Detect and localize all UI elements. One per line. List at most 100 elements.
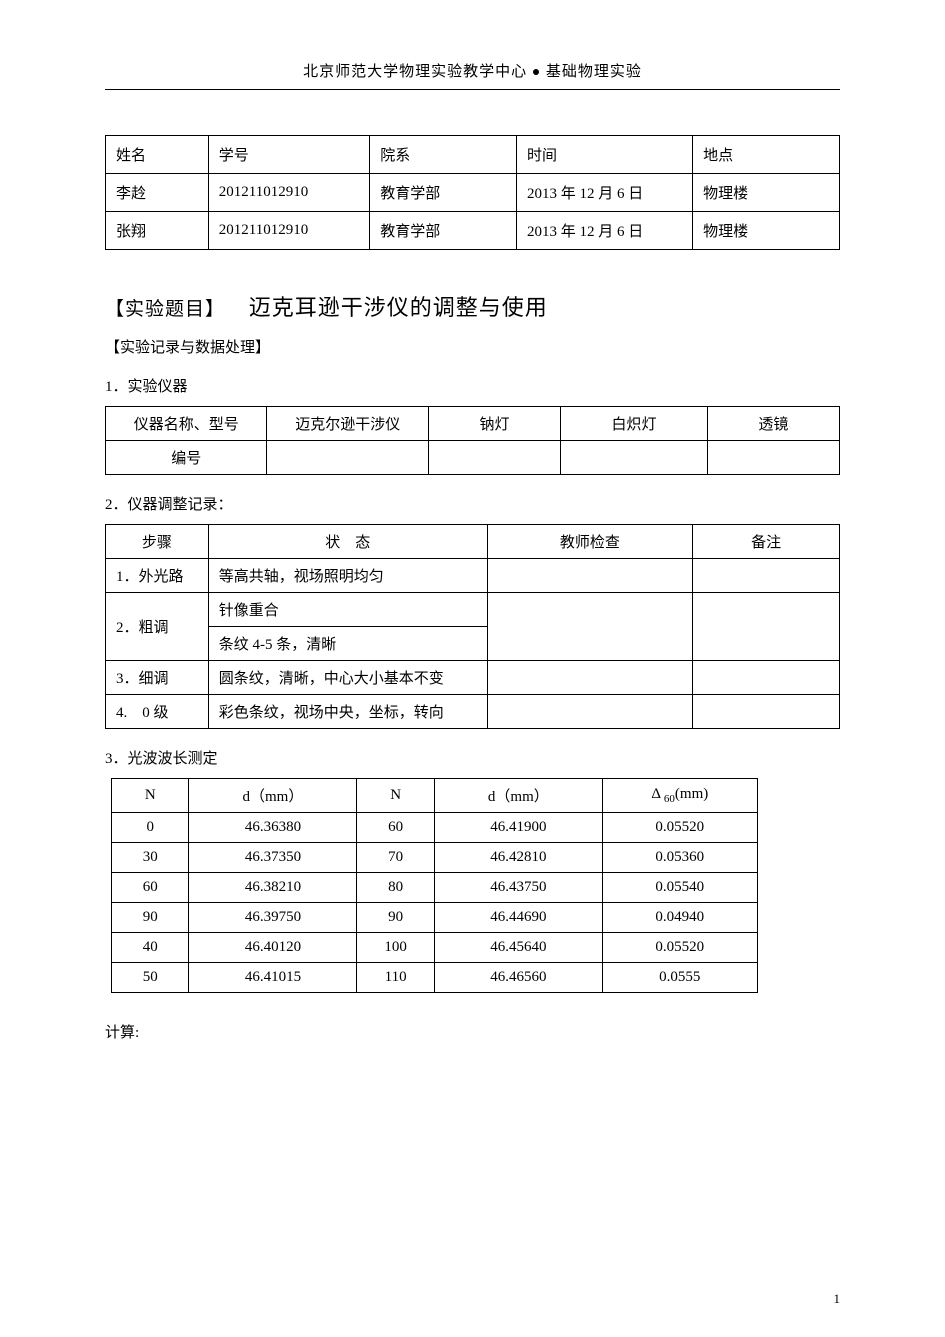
cell: 201211012910 <box>208 212 369 250</box>
cell: 30 <box>112 843 189 873</box>
check-cell <box>487 695 693 729</box>
note-cell <box>693 593 840 661</box>
cell: 0.04940 <box>602 903 757 933</box>
calc-label: 计算: <box>105 1021 840 1042</box>
experiment-title-label: 【实验题目】 <box>105 299 225 320</box>
step-cell: 4. 0 级 <box>106 695 209 729</box>
section-1-label: 1．实验仪器 <box>105 375 840 396</box>
col-header: Δ 60(mm) <box>602 779 757 813</box>
cell: 0 <box>112 813 189 843</box>
col-header: 姓名 <box>106 136 209 174</box>
cell: 50 <box>112 963 189 993</box>
cell: 80 <box>357 873 434 903</box>
table-row: 0 46.36380 60 46.41900 0.05520 <box>112 813 758 843</box>
table-row: 1．外光路 等高共轴，视场照明均匀 <box>106 559 840 593</box>
table-row: 张翔 201211012910 教育学部 2013 年 12 月 6 日 物理楼 <box>106 212 840 250</box>
cell: 0.05540 <box>602 873 757 903</box>
instrument-table: 仪器名称、型号 迈克尔逊干涉仪 钠灯 白炽灯 透镜 编号 <box>105 406 840 475</box>
col-header: 仪器名称、型号 <box>106 407 267 441</box>
table-row: 仪器名称、型号 迈克尔逊干涉仪 钠灯 白炽灯 透镜 <box>106 407 840 441</box>
note-cell <box>693 695 840 729</box>
cell <box>707 441 839 475</box>
col-header: N <box>112 779 189 813</box>
state-cell: 等高共轴，视场照明均匀 <box>208 559 487 593</box>
cell: 物理楼 <box>693 174 840 212</box>
cell: 110 <box>357 963 434 993</box>
cell: 70 <box>357 843 434 873</box>
page: 北京师范大学物理实验教学中心 ● 基础物理实验 姓名 学号 院系 时间 地点 李… <box>0 0 945 1337</box>
cell: 0.05520 <box>602 813 757 843</box>
step-cell: 3．细调 <box>106 661 209 695</box>
col-header: 迈克尔逊干涉仪 <box>267 407 428 441</box>
experiment-title: 迈克耳逊干涉仪的调整与使用 <box>249 295 548 320</box>
cell: 0.0555 <box>602 963 757 993</box>
table-row: 3．细调 圆条纹，清晰，中心大小基本不变 <box>106 661 840 695</box>
note-cell <box>693 559 840 593</box>
col-header: 教师检查 <box>487 525 693 559</box>
col-header: 学号 <box>208 136 369 174</box>
table-row: 编号 <box>106 441 840 475</box>
col-header: 白炽灯 <box>561 407 708 441</box>
table-row: 40 46.40120 100 46.45640 0.05520 <box>112 933 758 963</box>
table-row: 50 46.41015 110 46.46560 0.0555 <box>112 963 758 993</box>
cell: 46.37350 <box>189 843 357 873</box>
student-info-table: 姓名 学号 院系 时间 地点 李赺 201211012910 教育学部 2013… <box>105 135 840 250</box>
cell: 教育学部 <box>370 212 517 250</box>
cell: 60 <box>112 873 189 903</box>
col-header: N <box>357 779 434 813</box>
col-header: 状 态 <box>208 525 487 559</box>
cell: 46.41900 <box>434 813 602 843</box>
table-row: 2．粗调 针像重合 <box>106 593 840 627</box>
state-cell: 针像重合 <box>208 593 487 627</box>
state-cell: 彩色条纹，视场中央，坐标，转向 <box>208 695 487 729</box>
cell: 46.38210 <box>189 873 357 903</box>
col-header: d（mm） <box>189 779 357 813</box>
state-cell: 圆条纹，清晰，中心大小基本不变 <box>208 661 487 695</box>
col-header: 透镜 <box>707 407 839 441</box>
cell: 46.45640 <box>434 933 602 963</box>
wavelength-table: N d（mm） N d（mm） Δ 60(mm) 0 46.36380 60 4… <box>111 778 758 993</box>
col-header: 时间 <box>517 136 693 174</box>
cell: 100 <box>357 933 434 963</box>
row-label: 编号 <box>106 441 267 475</box>
check-cell <box>487 593 693 661</box>
col-header: d（mm） <box>434 779 602 813</box>
section-3-label: 3．光波波长测定 <box>105 747 840 768</box>
cell: 46.44690 <box>434 903 602 933</box>
header-right: 基础物理实验 <box>546 64 642 80</box>
table-row: 90 46.39750 90 46.44690 0.04940 <box>112 903 758 933</box>
bullet-icon: ● <box>532 65 546 80</box>
cell <box>428 441 560 475</box>
cell <box>267 441 428 475</box>
adjustment-table: 步骤 状 态 教师检查 备注 1．外光路 等高共轴，视场照明均匀 2．粗调 针像… <box>105 524 840 729</box>
col-header: 钠灯 <box>428 407 560 441</box>
experiment-title-line: 【实验题目】 迈克耳逊干涉仪的调整与使用 <box>105 290 840 322</box>
section-2-label: 2．仪器调整记录： <box>105 493 840 514</box>
table-row: 4. 0 级 彩色条纹，视场中央，坐标，转向 <box>106 695 840 729</box>
cell: 60 <box>357 813 434 843</box>
cell: 李赺 <box>106 174 209 212</box>
state-cell: 条纹 4-5 条，清晰 <box>208 627 487 661</box>
cell: 2013 年 12 月 6 日 <box>517 174 693 212</box>
col-header: 地点 <box>693 136 840 174</box>
cell: 90 <box>112 903 189 933</box>
cell: 40 <box>112 933 189 963</box>
cell: 46.46560 <box>434 963 602 993</box>
table-row: 步骤 状 态 教师检查 备注 <box>106 525 840 559</box>
page-number: 1 <box>834 1291 841 1307</box>
col-header: 备注 <box>693 525 840 559</box>
cell: 201211012910 <box>208 174 369 212</box>
cell: 46.36380 <box>189 813 357 843</box>
table-row: 姓名 学号 院系 时间 地点 <box>106 136 840 174</box>
cell: 0.05360 <box>602 843 757 873</box>
cell: 物理楼 <box>693 212 840 250</box>
cell: 46.43750 <box>434 873 602 903</box>
step-cell: 2．粗调 <box>106 593 209 661</box>
table-row: 60 46.38210 80 46.43750 0.05540 <box>112 873 758 903</box>
cell: 2013 年 12 月 6 日 <box>517 212 693 250</box>
cell: 教育学部 <box>370 174 517 212</box>
table-row: N d（mm） N d（mm） Δ 60(mm) <box>112 779 758 813</box>
table-row: 李赺 201211012910 教育学部 2013 年 12 月 6 日 物理楼 <box>106 174 840 212</box>
cell: 90 <box>357 903 434 933</box>
note-cell <box>693 661 840 695</box>
